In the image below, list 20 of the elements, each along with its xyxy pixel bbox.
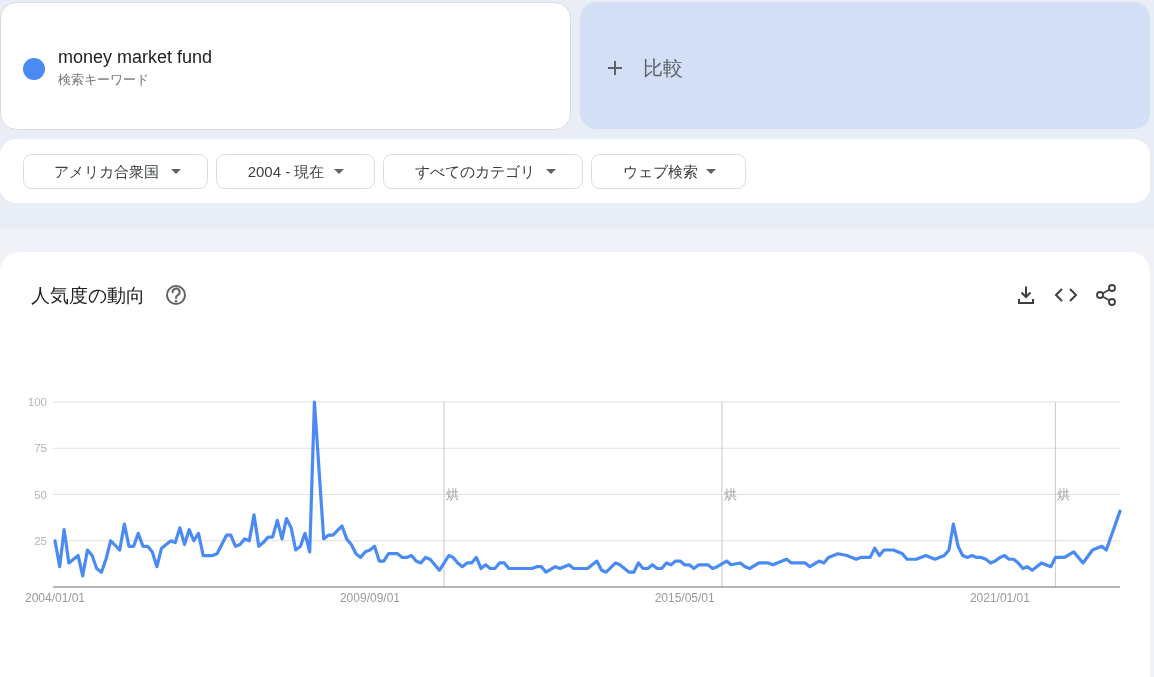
legend-label: money market fund	[58, 47, 213, 67]
text: アメリカ合衆国	[53, 162, 159, 180]
ref-line-label: 烘	[723, 486, 737, 502]
y-tick-label: 100	[27, 396, 47, 408]
chart-title: 人気度の動向	[31, 284, 145, 306]
y-tick-label: 50	[34, 488, 47, 501]
text: 検索キーワード	[58, 71, 149, 87]
plot: 烘 烘 烘 25 50 75 100 2004/01/01 2009/09/01 2015/05/01 2021/01/01	[24, 396, 1122, 605]
x-tick-label: 2015/05/01	[654, 591, 716, 605]
x-tick-label: 2004/01/01	[24, 591, 86, 605]
ref-line-label: 烘	[446, 486, 460, 502]
text: 比較	[643, 57, 683, 79]
y-tick-label: 25	[34, 534, 47, 547]
text: 2004 - 現在	[247, 162, 325, 180]
text: すべてのカテゴリ	[415, 162, 535, 180]
x-tick-label: 2021/01/01	[969, 591, 1031, 605]
y-tick-label: 75	[34, 442, 47, 455]
x-tick-label: 2009/09/01	[339, 591, 401, 605]
text: ウェブ検索	[622, 162, 698, 180]
ref-line-label: 烘	[1057, 486, 1071, 502]
